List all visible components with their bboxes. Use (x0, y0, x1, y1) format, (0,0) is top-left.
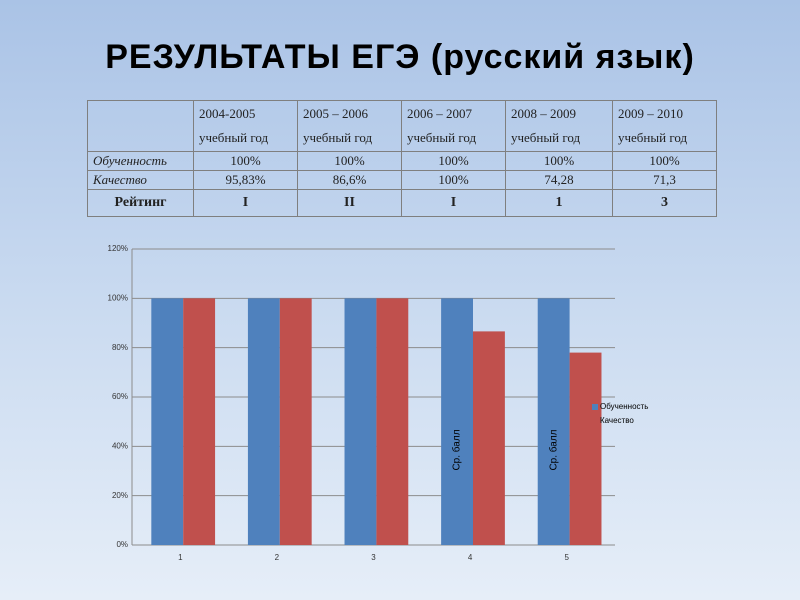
legend-swatch (592, 418, 598, 424)
bar (247, 298, 280, 545)
cell: 100% (612, 151, 717, 171)
header-cell: 2004-2005 учебный год (193, 100, 298, 152)
cell: 74,28 (505, 170, 613, 190)
header-cell: 2006 – 2007 учебный год (401, 100, 506, 152)
legend-swatch (592, 404, 598, 410)
legend-label: Качество (600, 416, 634, 425)
y-tick-label: 60% (112, 392, 128, 401)
bar (279, 298, 312, 545)
bar (151, 298, 184, 545)
results-table: 2004-2005 учебный год 2005 – 2006 учебны… (87, 100, 717, 217)
cell: 100% (193, 151, 298, 171)
annotation: Ср. балл (451, 429, 463, 470)
x-tick-label: 1 (178, 553, 183, 562)
y-tick-label: 0% (116, 540, 128, 549)
bar (376, 298, 409, 545)
header-cell: 2005 – 2006 учебный год (297, 100, 402, 152)
bar (569, 352, 602, 545)
y-tick-label: 120% (108, 244, 128, 253)
row: Обученность 100% 100% 100% 100% 100% (87, 151, 717, 171)
header-row: 2004-2005 учебный год 2005 – 2006 учебны… (87, 100, 717, 152)
y-tick-label: 100% (108, 293, 128, 302)
cell: 100% (297, 151, 402, 171)
x-tick-label: 3 (371, 553, 376, 562)
cell: I (401, 189, 506, 217)
row-label: Рейтинг (87, 189, 194, 217)
cell: 100% (401, 170, 506, 190)
row: Рейтинг I II I 1 3 (87, 189, 717, 217)
cell: 1 (505, 189, 613, 217)
x-tick-label: 5 (564, 553, 569, 562)
bar (183, 298, 216, 545)
bar (344, 298, 377, 545)
cell: II (297, 189, 402, 217)
bar (441, 298, 473, 545)
cell: 3 (612, 189, 717, 217)
y-tick-label: 20% (112, 491, 128, 500)
bar (537, 298, 570, 545)
cell: I (193, 189, 298, 217)
y-tick-label: 80% (112, 343, 128, 352)
bar (472, 331, 505, 545)
annotation: Ср. балл (547, 429, 559, 470)
header-cell: 2008 – 2009 учебный год (505, 100, 613, 152)
x-tick-label: 2 (275, 553, 280, 562)
legend-label: Обученность (600, 402, 648, 411)
x-tick-label: 4 (468, 553, 473, 562)
y-tick-label: 40% (112, 441, 128, 450)
slide-title: РЕЗУЛЬТАТЫ ЕГЭ (русский язык) (105, 38, 695, 76)
header-cell (87, 100, 194, 152)
